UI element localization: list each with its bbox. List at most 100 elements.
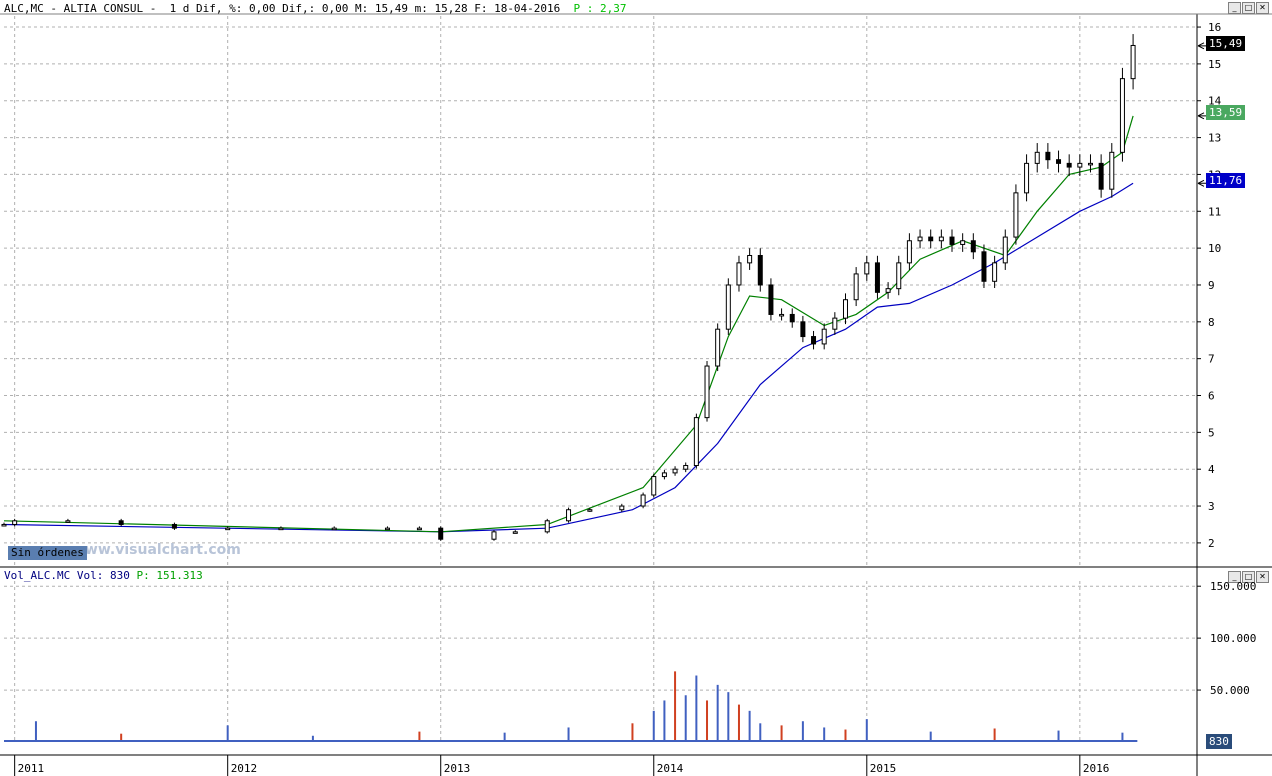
- x-tick-label: 2012: [231, 762, 258, 775]
- chart-header-text: ALC,MC - ALTIA CONSUL - 1 d Dif, %: 0,00…: [4, 2, 561, 15]
- close-icon[interactable]: ✕: [1256, 571, 1269, 583]
- volume-header-text: Vol_ALC.MC Vol: 830: [4, 569, 130, 582]
- candle-body: [992, 262, 998, 282]
- volume-bar: [1057, 730, 1060, 742]
- candle-body: [906, 240, 912, 264]
- volume-last-tag: 830: [1206, 734, 1232, 749]
- candle-body: [949, 236, 955, 245]
- y-tick-label: 13: [1208, 132, 1221, 145]
- candle-body: [725, 284, 731, 330]
- volume-bar: [652, 710, 655, 742]
- candle-body: [544, 520, 550, 533]
- candle-body: [1056, 159, 1062, 164]
- candle-body: [938, 236, 944, 242]
- y-tick-label: 7: [1208, 353, 1215, 366]
- candle-body: [917, 236, 923, 242]
- candle-body: [1087, 162, 1093, 166]
- candle-body: [693, 417, 699, 467]
- candle-body: [651, 476, 657, 496]
- candle-body: [1109, 151, 1115, 190]
- y-tick-label: 2: [1208, 537, 1215, 550]
- volume-bar: [844, 729, 847, 742]
- candle-body: [225, 527, 231, 531]
- candle-body: [1130, 44, 1136, 80]
- volume-bar: [503, 732, 506, 742]
- volume-bar: [567, 727, 570, 742]
- volume-tick-label: 100.000: [1210, 632, 1256, 645]
- candle-body: [832, 317, 838, 330]
- volume-bar: [418, 731, 421, 742]
- volume-bar: [695, 675, 698, 742]
- candle-body: [118, 520, 124, 525]
- candle-body: [65, 520, 71, 523]
- candle-body: [811, 336, 817, 345]
- volume-bar: [631, 723, 634, 742]
- x-tick-label: 2014: [657, 762, 684, 775]
- candle-body: [587, 509, 593, 512]
- candle-body: [384, 527, 390, 531]
- volume-bar: [674, 671, 677, 742]
- volume-bar: [865, 719, 868, 742]
- chart-header-extra: P : 2,37: [573, 2, 627, 15]
- candle-body: [171, 523, 177, 529]
- volume-bar: [823, 727, 826, 742]
- candle-body: [896, 262, 902, 290]
- candle-body: [757, 254, 763, 286]
- volume-bar: [993, 728, 996, 742]
- candle-body: [704, 365, 710, 419]
- candle-body: [619, 505, 625, 511]
- volume-bar: [226, 725, 229, 742]
- candle-body: [747, 254, 753, 264]
- volume-pane-window-buttons: _ □ ✕: [1228, 571, 1269, 583]
- volume-header-extra: P: 151.313: [136, 569, 203, 582]
- volume-bar: [716, 684, 719, 742]
- y-tick-label: 16: [1208, 21, 1221, 34]
- candle-body: [842, 299, 848, 319]
- volume-bar: [727, 692, 730, 742]
- y-tick-label: 15: [1208, 58, 1221, 71]
- y-tick-label: 11: [1208, 205, 1221, 218]
- candle-body: [1119, 78, 1125, 153]
- orders-button[interactable]: Sin órdenes: [8, 546, 87, 560]
- candle-body: [736, 262, 742, 286]
- volume-bar: [663, 700, 666, 742]
- maximize-icon[interactable]: □: [1242, 571, 1255, 583]
- ma-long-pointer: [1197, 179, 1206, 187]
- candle-body: [1077, 162, 1083, 168]
- minimize-icon[interactable]: _: [1228, 571, 1241, 583]
- candle-body: [1066, 162, 1072, 168]
- candle-body: [789, 313, 795, 323]
- volume-header: Vol_ALC.MC Vol: 830 P: 151.313: [4, 569, 203, 582]
- y-tick-label: 9: [1208, 279, 1215, 292]
- x-tick-label: 2015: [870, 762, 897, 775]
- y-tick-label: 10: [1208, 242, 1221, 255]
- candle-body: [885, 288, 891, 293]
- candle-body: [853, 273, 859, 301]
- volume-bar: [759, 723, 762, 742]
- volume-tick-label: 150.000: [1210, 580, 1256, 593]
- volume-bar: [748, 710, 751, 742]
- candle-body: [1013, 192, 1019, 238]
- watermark: www.visualchart.com: [72, 542, 241, 558]
- candle-body: [438, 527, 444, 540]
- y-tick-label: 5: [1208, 426, 1215, 439]
- candle-body: [512, 531, 518, 534]
- x-tick-label: 2013: [444, 762, 471, 775]
- candle-body: [12, 520, 18, 525]
- y-tick-label: 3: [1208, 500, 1215, 513]
- y-tick-label: 8: [1208, 316, 1215, 329]
- volume-bar: [780, 725, 783, 742]
- candle-body: [278, 527, 284, 531]
- y-tick-label: 6: [1208, 390, 1215, 403]
- candle-body: [864, 262, 870, 275]
- candle-body: [683, 465, 689, 470]
- candle-body: [768, 284, 774, 315]
- candle-body: [981, 251, 987, 282]
- ma-long-tag: 11,76: [1206, 173, 1246, 188]
- candle-body: [779, 313, 785, 317]
- candle-body: [1, 523, 7, 527]
- candle-body: [331, 527, 337, 531]
- volume-bar: [737, 704, 740, 742]
- candle-body: [874, 262, 880, 293]
